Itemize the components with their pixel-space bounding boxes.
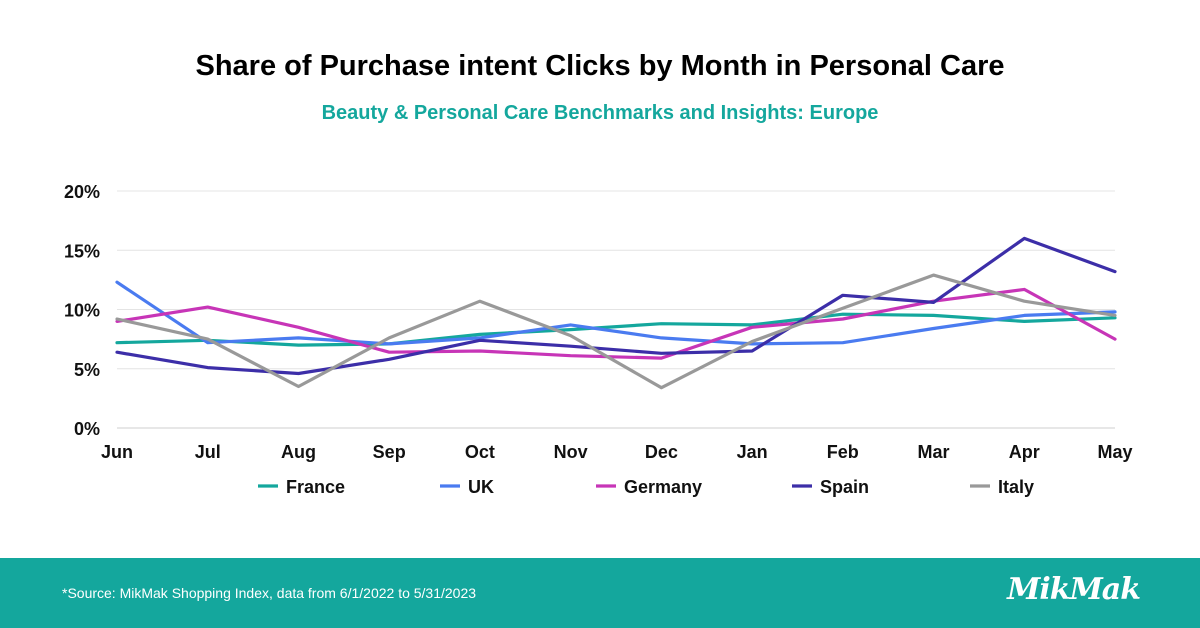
y-tick-label: 15% xyxy=(64,241,100,261)
series-line-spain xyxy=(115,236,1117,376)
source-note: *Source: MikMak Shopping Index, data fro… xyxy=(62,585,477,601)
y-tick-label: 10% xyxy=(64,301,100,321)
line-chart: 0% 5% 10% 15% 20% Jun Jul Aug Sep Oct Nov Dec Jan Fe… xyxy=(64,182,1133,497)
y-tick-label: 5% xyxy=(74,360,100,380)
legend: France UK Germany Spain Italy xyxy=(258,477,1034,497)
chart-subtitle: Beauty & Personal Care Benchmarks and In… xyxy=(321,102,879,124)
legend-label: Germany xyxy=(624,477,702,497)
x-axis-ticks: Jun Jul Aug Sep Oct Nov Dec Jan Feb Mar Apr May xyxy=(101,442,1133,462)
x-tick-label: Jun xyxy=(101,442,133,462)
y-tick-label: 20% xyxy=(64,182,100,202)
x-tick-label: Apr xyxy=(1009,442,1040,462)
x-tick-label: Oct xyxy=(465,442,495,462)
brand-logo: MikMak xyxy=(1007,572,1141,607)
chart-title: Share of Purchase intent Clicks by Month… xyxy=(195,50,1005,82)
series-line-italy xyxy=(115,273,1117,390)
gridlines xyxy=(117,190,1115,429)
series-line-germany xyxy=(115,287,1117,360)
series-lines xyxy=(115,236,1117,390)
series-line-france xyxy=(115,312,1117,347)
x-tick-label: Sep xyxy=(373,442,406,462)
y-tick-label: 0% xyxy=(74,419,100,439)
x-tick-label: Jan xyxy=(737,442,768,462)
footer-banner: *Source: MikMak Shopping Index, data fro… xyxy=(0,558,1200,628)
x-tick-label: Nov xyxy=(554,442,588,462)
x-tick-label: May xyxy=(1097,442,1132,462)
y-axis-ticks: 0% 5% 10% 15% 20% xyxy=(64,182,100,439)
x-tick-label: Feb xyxy=(827,442,859,462)
x-tick-label: Jul xyxy=(195,442,221,462)
legend-label: UK xyxy=(468,477,494,497)
legend-label: Spain xyxy=(820,477,869,497)
x-tick-label: Mar xyxy=(918,442,950,462)
series-line-uk xyxy=(115,280,1117,346)
legend-label: France xyxy=(286,477,345,497)
legend-label: Italy xyxy=(998,477,1034,497)
x-tick-label: Dec xyxy=(645,442,678,462)
x-tick-label: Aug xyxy=(281,442,316,462)
